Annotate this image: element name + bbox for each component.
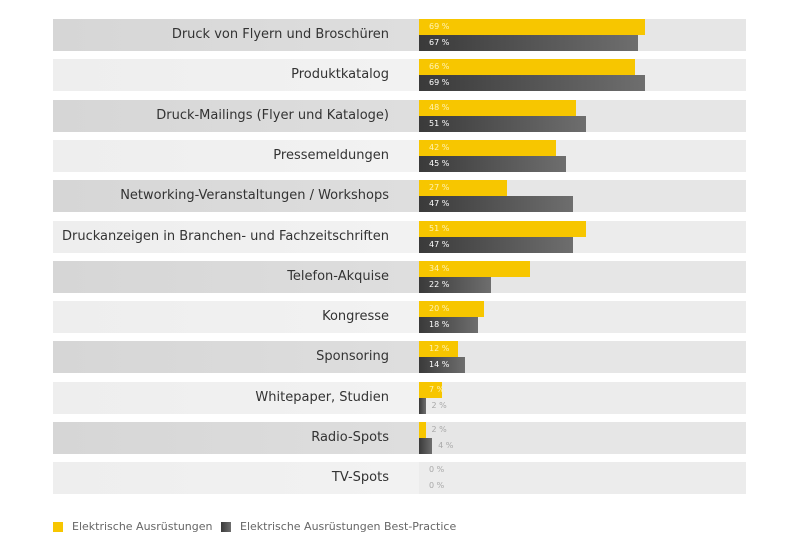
category-label: Sponsoring bbox=[53, 341, 419, 374]
bar-track: 7 % 2 % bbox=[419, 381, 746, 414]
value-label: 45 % bbox=[429, 158, 450, 168]
bar-yellow bbox=[419, 19, 645, 35]
category-label: Whitepaper, Studien bbox=[53, 381, 419, 414]
category-label: Networking-Veranstaltungen / Workshops bbox=[53, 180, 419, 213]
bar-yellow bbox=[419, 139, 557, 156]
value-label: 7 % bbox=[429, 384, 445, 394]
bar-track: 0 % 0 % bbox=[419, 462, 746, 495]
category-label: Druck von Flyern und Broschüren bbox=[53, 19, 419, 51]
bar-yellow bbox=[419, 59, 635, 76]
bar-yellow bbox=[419, 260, 531, 277]
legend-item-series-2: Elektrische Ausrüstungen Best-Practice bbox=[221, 520, 456, 533]
bar-yellow bbox=[419, 341, 459, 358]
value-label: 14 % bbox=[429, 360, 450, 370]
value-label: 4 % bbox=[438, 441, 454, 450]
bar-yellow bbox=[419, 301, 485, 318]
bar-yellow bbox=[419, 180, 508, 197]
bar-dark bbox=[419, 397, 426, 414]
bar-yellow bbox=[419, 220, 586, 237]
bar-dark bbox=[419, 317, 478, 334]
bar-track: 20 % 18 % bbox=[419, 301, 746, 334]
legend-label: Elektrische Ausrüstungen bbox=[72, 520, 213, 533]
bar-dark bbox=[419, 75, 645, 92]
bar-dark bbox=[419, 155, 567, 172]
bar-track: 48 % 51 % bbox=[419, 99, 746, 132]
value-label: 20 % bbox=[429, 304, 450, 314]
chart-row: Whitepaper, Studien 7 % 2 % bbox=[53, 381, 746, 414]
legend-swatch-yellow bbox=[53, 521, 63, 532]
bar-track: 34 % 22 % bbox=[419, 260, 746, 293]
value-label: 47 % bbox=[429, 239, 450, 249]
value-label: 2 % bbox=[431, 400, 447, 410]
value-label: 69 % bbox=[429, 78, 450, 88]
chart-row: TV-Spots 0 % 0 % bbox=[53, 462, 746, 495]
chart-row: Sponsoring 12 % 14 % bbox=[53, 341, 746, 374]
value-label: 0 % bbox=[429, 481, 445, 491]
bar-yellow bbox=[419, 381, 442, 398]
value-label: 42 % bbox=[429, 142, 450, 152]
value-label: 0 % bbox=[429, 465, 445, 475]
chart-row: Produktkatalog 66 % 69 % bbox=[53, 59, 746, 92]
bar-track: 2 % 4 % bbox=[419, 422, 746, 454]
bar-track: 27 % 47 % bbox=[419, 180, 746, 213]
category-label: TV-Spots bbox=[53, 462, 419, 495]
value-label: 34 % bbox=[429, 263, 450, 273]
bar-dark bbox=[419, 35, 639, 51]
chart-row: Networking-Veranstaltungen / Workshops 27… bbox=[53, 180, 746, 213]
value-label: 22 % bbox=[429, 279, 450, 289]
chart-row: Druckanzeigen in Branchen- und Fachzeits… bbox=[53, 220, 746, 253]
chart-row: Radio-Spots 2 % 4 % bbox=[53, 422, 746, 454]
category-label: Radio-Spots bbox=[53, 422, 419, 454]
bar-track: 51 % 47 % bbox=[419, 220, 746, 253]
chart-row: Druck von Flyern und Broschüren 69 % 67 % bbox=[53, 19, 746, 51]
bar-dark bbox=[419, 276, 491, 293]
bar-yellow bbox=[419, 99, 576, 116]
bar-dark bbox=[419, 196, 573, 213]
value-label: 12 % bbox=[429, 344, 450, 354]
value-label: 18 % bbox=[429, 320, 450, 330]
bar-dark bbox=[419, 438, 433, 454]
bar-dark bbox=[419, 236, 573, 253]
bar-track: 42 % 45 % bbox=[419, 139, 746, 172]
category-label: Druck-Mailings (Flyer und Kataloge) bbox=[53, 99, 419, 132]
value-label: 51 % bbox=[429, 118, 450, 128]
value-label: 2 % bbox=[431, 425, 447, 434]
chart-row: Kongresse 20 % 18 % bbox=[53, 301, 746, 334]
chart-row: Telefon-Akquise 34 % 22 % bbox=[53, 260, 746, 293]
chart-row: Pressemeldungen 42 % 45 % bbox=[53, 139, 746, 172]
bar-yellow bbox=[419, 422, 426, 438]
category-label: Kongresse bbox=[53, 301, 419, 334]
value-label: 47 % bbox=[429, 199, 450, 209]
category-label: Pressemeldungen bbox=[53, 139, 419, 172]
category-label: Druckanzeigen in Branchen- und Fachzeits… bbox=[53, 220, 419, 253]
category-label: Telefon-Akquise bbox=[53, 260, 419, 293]
legend-label: Elektrische Ausrüstungen Best-Practice bbox=[240, 520, 457, 533]
value-label: 27 % bbox=[429, 183, 450, 193]
chart-row: Druck-Mailings (Flyer und Kataloge) 48 % 5… bbox=[53, 99, 746, 132]
value-label: 66 % bbox=[429, 62, 450, 72]
bar-dark bbox=[419, 357, 465, 374]
value-label: 48 % bbox=[429, 102, 450, 112]
bar-dark bbox=[419, 115, 586, 132]
legend-swatch-dark bbox=[221, 521, 231, 532]
value-label: 67 % bbox=[429, 38, 450, 47]
legend-item-series-1: Elektrische Ausrüstungen bbox=[53, 520, 212, 533]
bar-track: 12 % 14 % bbox=[419, 341, 746, 374]
value-label: 51 % bbox=[429, 223, 450, 233]
bar-track: 69 % 67 % bbox=[419, 19, 746, 51]
category-label: Produktkatalog bbox=[53, 59, 419, 92]
bar-track: 66 % 69 % bbox=[419, 59, 746, 92]
value-label: 69 % bbox=[429, 22, 450, 31]
